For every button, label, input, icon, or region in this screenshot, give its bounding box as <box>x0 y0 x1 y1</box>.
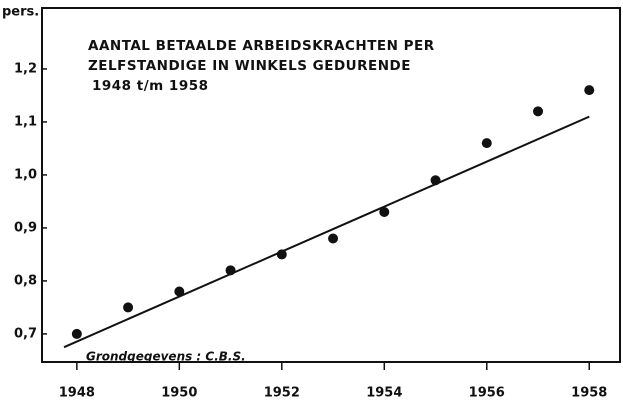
x-tick-label: 1952 <box>264 386 300 401</box>
data-point <box>379 207 390 218</box>
data-point <box>225 265 236 276</box>
data-point <box>584 85 595 96</box>
chart-title: AANTAL BETAALDE ARBEIDSKRACHTEN PER <box>88 38 435 54</box>
y-axis-label: pers. <box>2 5 39 20</box>
y-tick-label: 1,1 <box>14 114 37 129</box>
y-tick-label: 0,9 <box>14 220 37 235</box>
y-tick-label: 0,7 <box>14 326 37 341</box>
x-tick-label: 1950 <box>161 386 197 401</box>
plot-frame <box>41 7 621 363</box>
data-point <box>481 138 492 149</box>
y-tick-label: 0,8 <box>14 273 37 288</box>
y-tick-label: 1,0 <box>14 167 37 182</box>
y-tick-label: 1,2 <box>14 61 37 76</box>
data-point <box>174 286 185 297</box>
trend-line <box>63 115 590 349</box>
x-tick-label: 1956 <box>469 386 505 401</box>
data-point <box>430 175 441 186</box>
x-tick-label: 1954 <box>366 386 402 401</box>
chart-title: 1948 t/m 1958 <box>92 78 209 94</box>
data-point <box>328 233 339 244</box>
chart-title: ZELFSTANDIGE IN WINKELS GEDURENDE <box>88 58 411 74</box>
x-tick-label: 1958 <box>571 386 607 401</box>
data-point <box>71 328 82 339</box>
source-note: Grondgegevens : C.B.S. <box>86 350 246 364</box>
data-point <box>533 106 544 117</box>
data-point <box>123 302 134 313</box>
data-point <box>276 249 287 260</box>
x-tick-label: 1948 <box>59 386 95 401</box>
